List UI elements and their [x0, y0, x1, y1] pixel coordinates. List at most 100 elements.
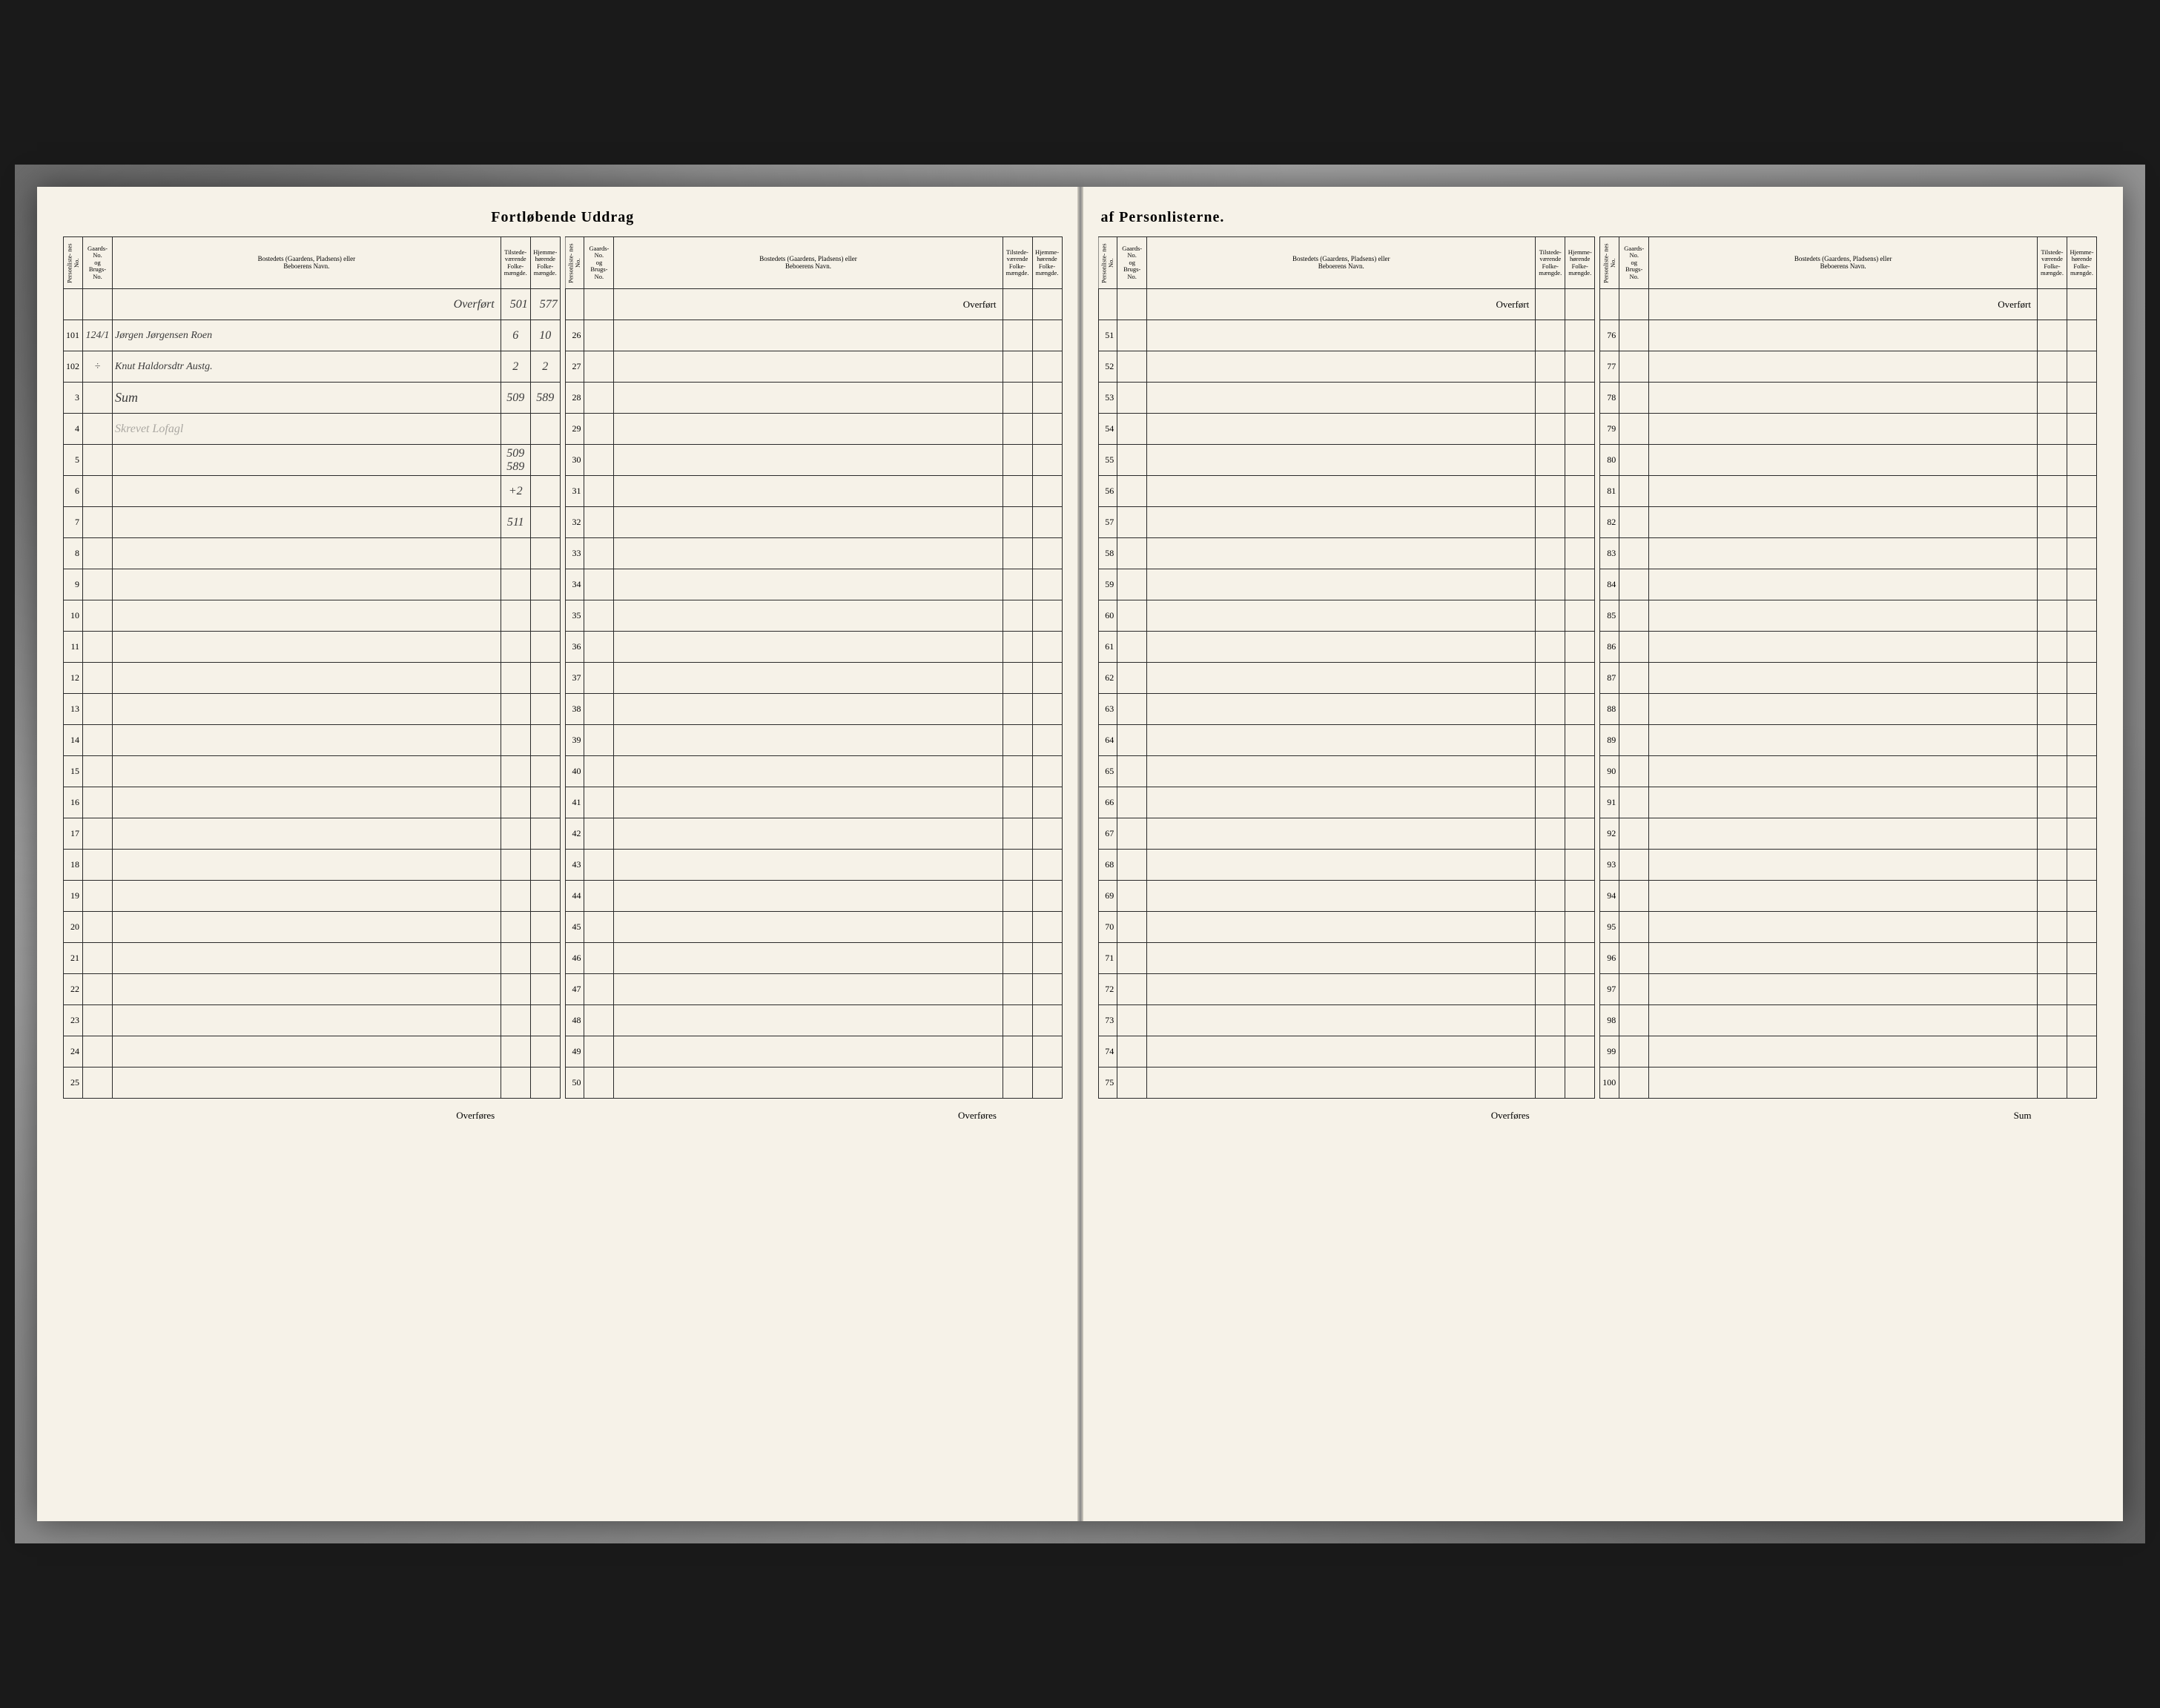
table-row: 38 — [565, 694, 1062, 725]
cell-bosted — [1649, 383, 2038, 414]
cell-hjemme — [1565, 818, 1595, 850]
cell-hjemme — [1565, 1005, 1595, 1036]
cell-bosted — [1147, 787, 1536, 818]
table-row: 85 — [1600, 600, 2097, 632]
col-gaard: Gaards-No.ogBrugs-No. — [83, 237, 113, 289]
table-row: 49 — [565, 1036, 1062, 1068]
row-number: 96 — [1600, 943, 1619, 974]
table-row: 20 — [64, 912, 561, 943]
cell-gaard — [584, 912, 614, 943]
table-row: 40 — [565, 756, 1062, 787]
cell-gaard — [1117, 351, 1147, 383]
cell-bosted — [1649, 476, 2038, 507]
cell-gaard — [1117, 663, 1147, 694]
overfort-label: Overført — [113, 289, 501, 320]
cell-bosted — [113, 507, 501, 538]
table-row: 53 — [1098, 383, 1595, 414]
table-row: 28 — [565, 383, 1062, 414]
cell-bosted — [1649, 974, 2038, 1005]
cell-bosted: Jørgen Jørgensen Roen — [113, 320, 501, 351]
cell-hjemme — [1565, 663, 1595, 694]
row-number: 32 — [565, 507, 584, 538]
cell-tilstede — [2038, 881, 2067, 912]
cell-bosted — [1649, 943, 2038, 974]
cell-bosted — [1147, 569, 1536, 600]
cell-hjemme — [2067, 1068, 2097, 1099]
row-number: 82 — [1600, 507, 1619, 538]
cell-gaard: 124/1 — [83, 320, 113, 351]
row-number: 41 — [565, 787, 584, 818]
table-row: 21 — [64, 943, 561, 974]
cell-gaard — [1619, 351, 1649, 383]
cell-bosted — [1147, 445, 1536, 476]
row-number: 3 — [64, 383, 83, 414]
row-number: 86 — [1600, 632, 1619, 663]
table-row: 26 — [565, 320, 1062, 351]
cell-gaard — [83, 600, 113, 632]
row-number: 9 — [64, 569, 83, 600]
cell-bosted — [614, 663, 1003, 694]
col-hjemme: Hjemme-hørendeFolke-mængde. — [1565, 237, 1595, 289]
cell-hjemme — [1565, 538, 1595, 569]
cell-hjemme — [1032, 850, 1062, 881]
cell-bosted — [614, 881, 1003, 912]
row-number: 89 — [1600, 725, 1619, 756]
table-row: 82 — [1600, 507, 2097, 538]
ledger-right: Personliste- nes No.Gaards-No.ogBrugs-No… — [1098, 236, 2098, 1130]
cell-gaard — [1117, 507, 1147, 538]
cell-gaard — [1117, 943, 1147, 974]
cell-gaard — [83, 787, 113, 818]
table-row: 42 — [565, 818, 1062, 850]
cell-hjemme — [1032, 943, 1062, 974]
table-row: 55 — [1098, 445, 1595, 476]
row-number: 28 — [565, 383, 584, 414]
cell-bosted — [113, 787, 501, 818]
cell-bosted — [1147, 974, 1536, 1005]
cell-bosted — [1649, 1068, 2038, 1099]
table-row: 59 — [1098, 569, 1595, 600]
table-row: 61 — [1098, 632, 1595, 663]
cell-hjemme: 10 — [530, 320, 560, 351]
row-number: 78 — [1600, 383, 1619, 414]
table-row: 41 — [565, 787, 1062, 818]
cell-gaard — [83, 445, 113, 476]
cell-bosted — [1649, 320, 2038, 351]
cell-tilstede — [1003, 1068, 1032, 1099]
overfort-row: Overført — [1600, 289, 2097, 320]
cell-tilstede — [501, 756, 530, 787]
row-number: 80 — [1600, 445, 1619, 476]
table-row: 63 — [1098, 694, 1595, 725]
cell-tilstede — [2038, 320, 2067, 351]
ledger-left: Personliste- nes No.Gaards-No.ogBrugs-No… — [63, 236, 1063, 1130]
cell-hjemme — [530, 507, 560, 538]
cell-hjemme — [1032, 445, 1062, 476]
row-number: 95 — [1600, 912, 1619, 943]
cell-bosted — [1147, 1005, 1536, 1036]
table-row: 4Skrevet Lofagl — [64, 414, 561, 445]
table-row: 71 — [1098, 943, 1595, 974]
table-row: 7511 — [64, 507, 561, 538]
cell-bosted — [614, 569, 1003, 600]
cell-gaard — [83, 383, 113, 414]
cell-tilstede — [1003, 1036, 1032, 1068]
cell-bosted — [113, 694, 501, 725]
cell-gaard — [584, 320, 614, 351]
table-row: 67 — [1098, 818, 1595, 850]
page-title-left: Fortløbende Uddrag — [63, 209, 1063, 226]
cell-gaard — [1117, 818, 1147, 850]
row-number: 30 — [565, 445, 584, 476]
cell-tilstede — [1003, 507, 1032, 538]
table-row: 30 — [565, 445, 1062, 476]
table-row: 39 — [565, 725, 1062, 756]
row-number: 84 — [1600, 569, 1619, 600]
cell-gaard — [1619, 632, 1649, 663]
ledger-block-2: Personliste- nes No.Gaards-No.ogBrugs-No… — [565, 236, 1063, 1130]
table-row: 23 — [64, 1005, 561, 1036]
cell-hjemme — [2067, 600, 2097, 632]
col-hjemme: Hjemme-hørendeFolke-mængde. — [2067, 237, 2097, 289]
row-number: 79 — [1600, 414, 1619, 445]
row-number: 38 — [565, 694, 584, 725]
cell-tilstede — [1536, 320, 1565, 351]
cell-tilstede — [501, 1068, 530, 1099]
cell-tilstede — [2038, 943, 2067, 974]
